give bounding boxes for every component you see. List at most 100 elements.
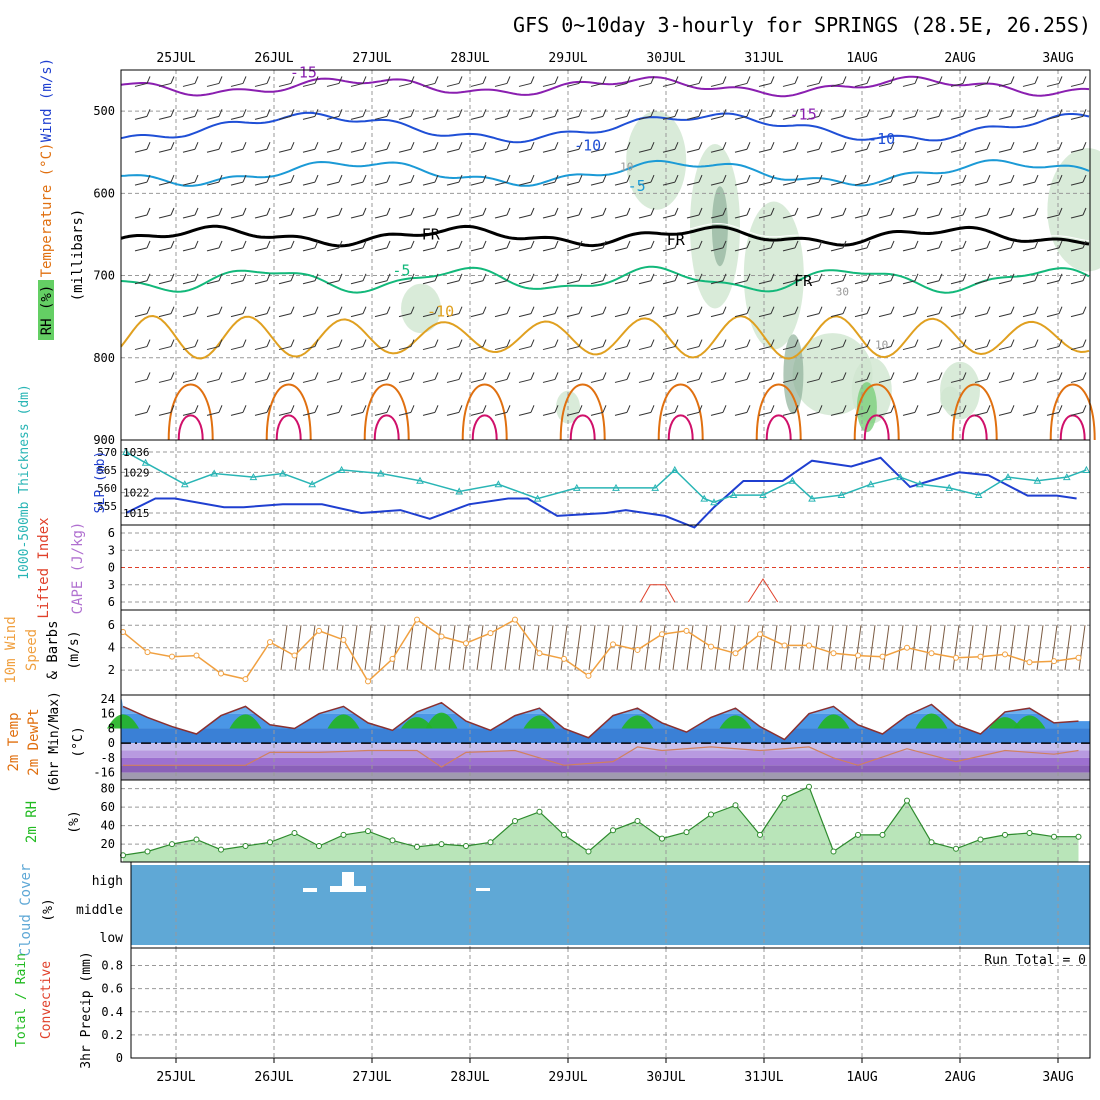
ytick-label: 600 — [93, 186, 115, 200]
wind-barb — [842, 109, 847, 117]
wind-barb — [878, 148, 892, 153]
wind-barb — [758, 346, 772, 351]
wind-barb — [698, 240, 703, 249]
wind-barb — [290, 273, 295, 281]
lifted-index-line — [640, 584, 676, 603]
wind-barb — [266, 109, 271, 117]
wind-barb — [206, 247, 220, 252]
wind-barb — [314, 339, 319, 347]
wind-barb — [230, 247, 244, 252]
wind-barb — [566, 181, 580, 186]
wind-barb — [890, 174, 895, 183]
wind-barb — [302, 313, 316, 318]
surface-wind-barb — [434, 625, 442, 671]
wind-barb — [746, 142, 751, 150]
wind-barb — [170, 207, 175, 216]
wind-barb — [518, 115, 532, 120]
wind-barb — [194, 273, 199, 281]
wind-barb — [1034, 240, 1039, 249]
wind-barb — [1070, 82, 1084, 87]
wind-barb — [158, 378, 172, 383]
wind-barb — [602, 339, 607, 347]
wind-barb — [290, 306, 295, 314]
ylabel-precip-total: Total / Rain — [14, 953, 29, 1047]
wind-barb — [686, 181, 700, 186]
rh-line-marker — [977, 836, 984, 843]
wind-barb — [1082, 109, 1087, 117]
thickness-line-marker — [896, 473, 905, 481]
wind-barb — [962, 207, 967, 216]
wind-barb — [662, 115, 676, 120]
wind-barb — [590, 247, 604, 252]
temp-contour-diurnal-warm — [863, 414, 890, 441]
wind-barb — [686, 115, 700, 120]
wind-barb — [710, 313, 724, 318]
wind-barb — [410, 109, 415, 117]
wind-speed-line-marker — [414, 616, 420, 623]
temp-contour-diurnal-warm — [373, 414, 400, 441]
wind-barb — [866, 207, 871, 216]
wind-speed-line-marker — [855, 652, 861, 659]
wind-barb — [830, 214, 844, 219]
contour-label: -10 — [574, 137, 601, 155]
wind-barb — [698, 372, 703, 380]
wind-barb — [194, 306, 199, 314]
dewpoint-line — [123, 746, 1079, 768]
wind-speed-line-marker — [732, 650, 739, 657]
wind-barb — [902, 313, 916, 318]
wind-barb — [386, 339, 391, 347]
wind-barb — [902, 247, 916, 252]
wind-barb — [950, 280, 964, 285]
wind-barb — [674, 240, 679, 249]
wind-barb — [314, 405, 319, 413]
date-label-top: 2AUG — [944, 51, 975, 66]
wind-barb — [302, 214, 316, 219]
wind-barb — [638, 411, 652, 416]
wind-barb — [614, 247, 628, 252]
wind-speed-line-marker — [536, 650, 543, 657]
date-label-bottom: 29JUL — [548, 1070, 587, 1085]
wind-barb — [710, 115, 724, 120]
wind-speed-line-marker — [683, 627, 690, 634]
wind-barb — [818, 339, 823, 347]
wind-barb — [230, 82, 244, 87]
wind-barb — [686, 148, 700, 153]
wind-barb — [470, 411, 484, 416]
ytick-label: 0 — [116, 1051, 123, 1065]
wind-barb — [470, 280, 484, 285]
wind-barb — [542, 82, 556, 87]
temp-band — [121, 765, 1090, 773]
wind-barb — [326, 82, 340, 87]
wind-barb — [854, 346, 868, 351]
ytick-label: -8 — [101, 751, 115, 765]
thickness-line-marker — [729, 491, 738, 499]
wind-barb — [638, 247, 652, 252]
wind-barb — [902, 378, 916, 383]
temp-contour--5 — [120, 265, 1090, 294]
wind-barb — [266, 207, 271, 216]
ylabel-wind: 10m Wind — [3, 616, 19, 683]
wind-barb — [902, 115, 916, 120]
ytick-label: 6 — [108, 618, 115, 632]
wind-barb — [1034, 372, 1039, 380]
wind-barb — [362, 109, 367, 117]
wind-barb — [1058, 76, 1063, 84]
thickness-line-marker — [376, 469, 385, 477]
wind-barb — [170, 405, 175, 413]
wind-barb — [362, 240, 367, 249]
wind-barb — [818, 306, 823, 314]
wind-barb — [806, 214, 820, 219]
wind-barb — [242, 174, 247, 183]
wind-barb — [374, 181, 388, 186]
wind-barb — [722, 207, 727, 216]
wind-barb — [146, 76, 151, 84]
wind-barb — [1022, 214, 1036, 219]
wind-barb — [866, 142, 871, 150]
wind-barb — [290, 142, 295, 150]
wind-barb — [422, 247, 436, 252]
wind-barb — [614, 82, 628, 87]
wind-barb — [230, 378, 244, 383]
wind-speed-line-marker — [806, 642, 812, 649]
wind-barb — [782, 214, 796, 219]
wind-speed-line-marker — [1051, 658, 1057, 665]
